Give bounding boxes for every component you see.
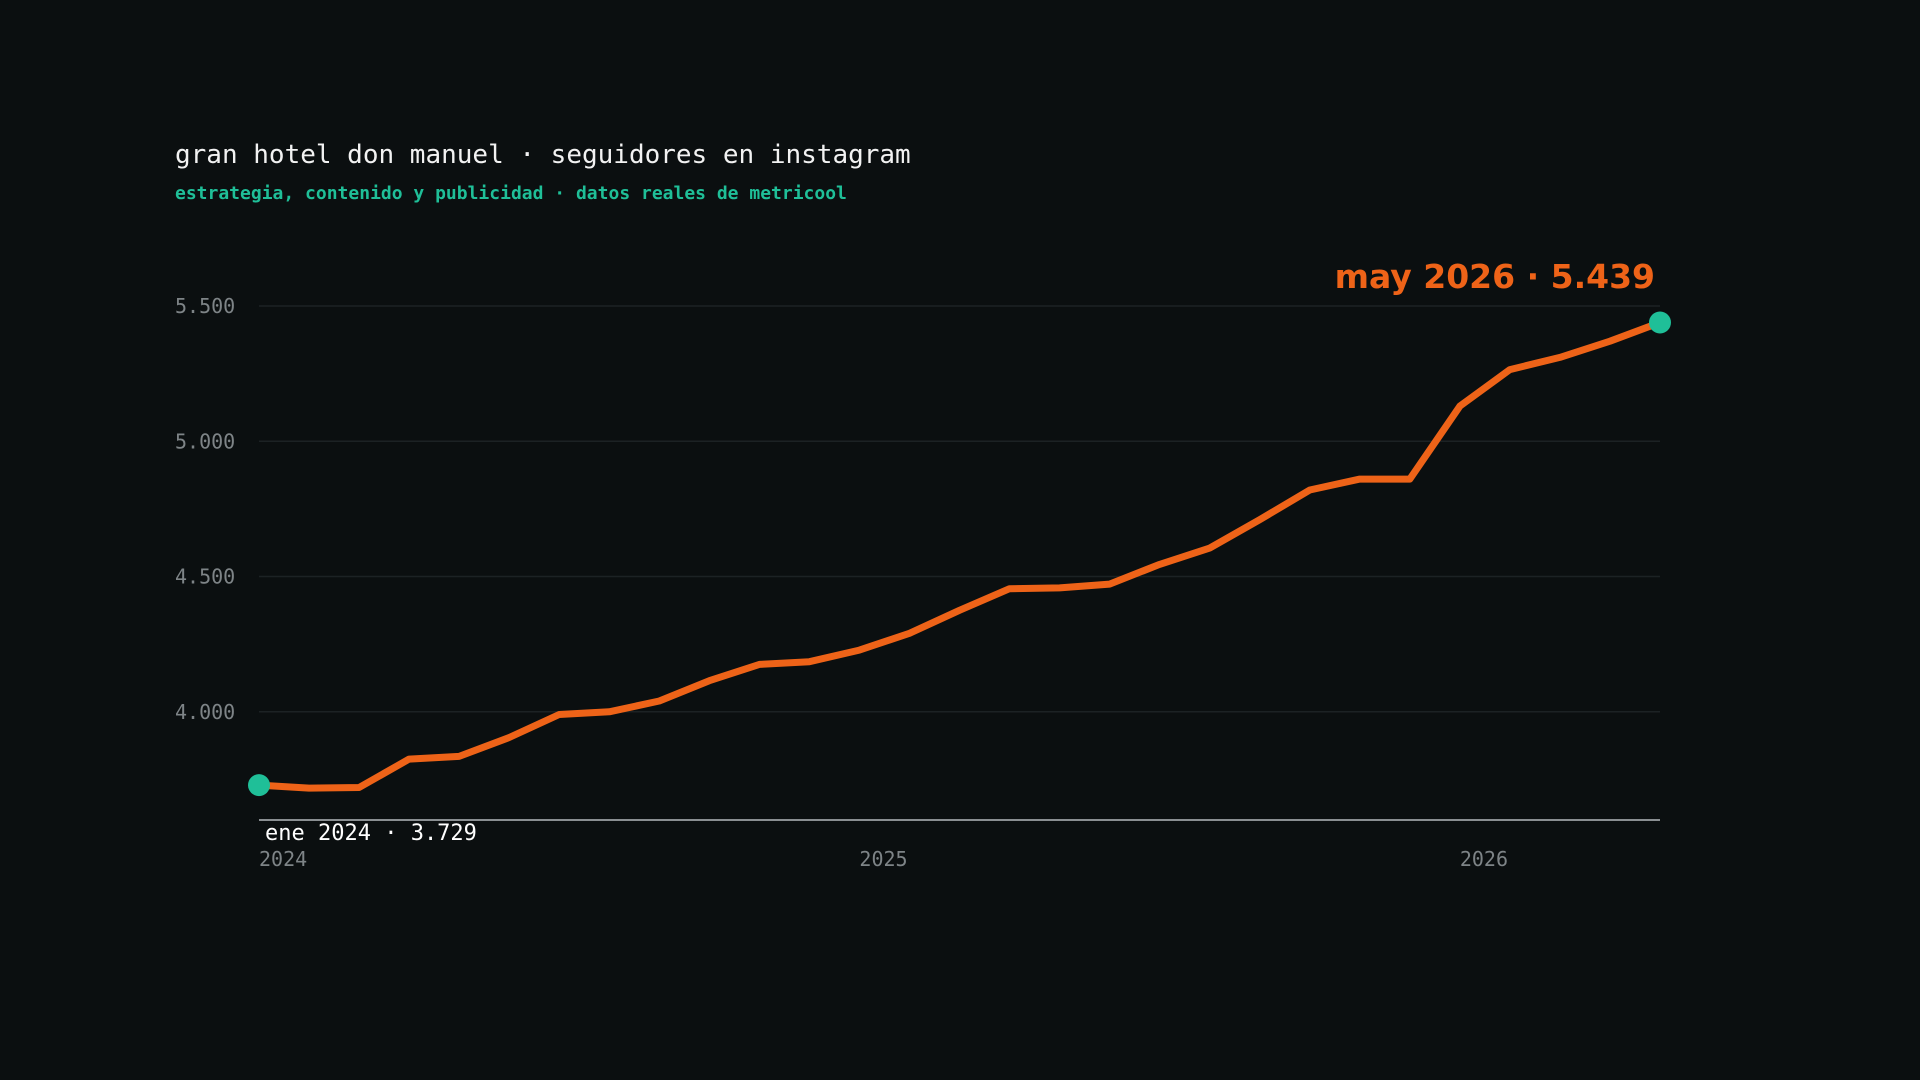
y-tick-label: 4.500 [175,565,235,589]
start-point-marker [248,774,270,797]
x-tick-label: 2025 [859,847,907,871]
end-point-label: may 2026 · 5.439 [1335,257,1655,296]
y-tick-label: 5.000 [175,429,235,453]
end-point-marker [1649,311,1671,334]
x-tick-label: 2026 [1460,847,1508,871]
grid-lines [259,305,1660,713]
x-tick-label: 2024 [259,847,307,871]
series-line-seguidores [255,319,1664,792]
chart-subtitle: estrategia, contenido y publicidad · dat… [175,183,847,204]
x-axis-ticks: 2024 2025 2026 [259,847,1508,871]
y-tick-label: 4.000 [175,700,235,724]
y-axis-ticks: 4.000 4.500 5.000 5.500 [175,294,235,724]
chart-title: gran hotel don manuel · seguidores en in… [175,140,911,170]
start-point-label: ene 2024 · 3.729 [265,821,477,846]
y-tick-label: 5.500 [175,294,235,318]
